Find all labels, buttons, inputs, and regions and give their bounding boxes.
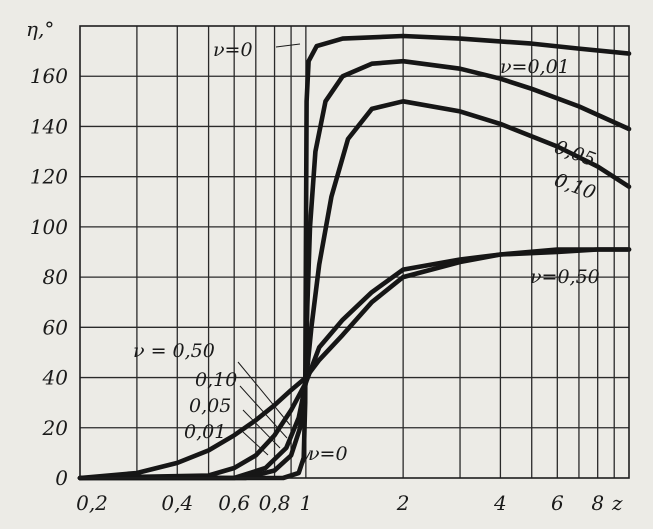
series-line-1	[77, 58, 632, 481]
series-line-0	[77, 33, 632, 481]
leader-line	[239, 385, 288, 439]
x-tick-label: 2	[396, 491, 410, 515]
leader-line	[275, 43, 301, 48]
x-axis-end-label: z	[611, 491, 623, 515]
leader-line	[242, 409, 281, 449]
y-tick-label: 0	[55, 466, 68, 490]
label-010-right: 0,10	[551, 169, 598, 204]
x-tick-label: 0,8	[259, 491, 291, 515]
label-nu-0-bottom: ν=0	[308, 443, 348, 465]
label-005-left: 0,05	[189, 395, 231, 417]
label-nu-001: ν=0,01	[500, 56, 570, 78]
y-tick-label: 140	[30, 114, 68, 138]
y-axis-label: η,°	[26, 17, 54, 41]
y-tick-label: 40	[42, 366, 69, 390]
label-005-right: 0,05	[551, 136, 598, 171]
x-tick-label: 6	[551, 491, 564, 515]
leader-lines	[237, 43, 311, 471]
x-tick-label: 4	[493, 491, 507, 515]
x-tick-labels: 0,2 0,4 0,6 0,8 1 2 4 6 8	[76, 491, 604, 515]
y-tick-labels: 0 20 40 60 80 100 120 140 160	[30, 64, 68, 490]
series-line-4	[77, 247, 632, 481]
y-tick-label: 120	[30, 165, 68, 189]
label-nu-050-left: ν = 0,50	[133, 340, 215, 362]
y-tick-label: 20	[42, 416, 69, 440]
label-010-left: 0,10	[195, 369, 237, 391]
y-tick-label: 60	[43, 315, 69, 339]
x-tick-label: 0,4	[161, 491, 193, 515]
label-001-left: 0,01	[184, 421, 226, 443]
plot-frame	[79, 25, 630, 479]
x-tick-label: 1	[299, 491, 312, 515]
label-nu-0-top: ν=0	[213, 39, 253, 61]
leader-line	[299, 451, 311, 471]
y-tick-label: 80	[43, 265, 69, 289]
y-tick-label: 160	[30, 64, 68, 88]
x-tick-label: 0,2	[76, 491, 108, 515]
leader-line	[237, 361, 291, 426]
curves	[77, 33, 632, 481]
leader-line	[242, 431, 269, 456]
x-tick-label: 8	[591, 491, 604, 515]
y-tick-label: 100	[30, 215, 68, 239]
x-tick-label: 0,6	[218, 491, 250, 515]
series-line-2	[77, 99, 632, 481]
label-nu-050-right: ν=0,50	[530, 266, 600, 288]
